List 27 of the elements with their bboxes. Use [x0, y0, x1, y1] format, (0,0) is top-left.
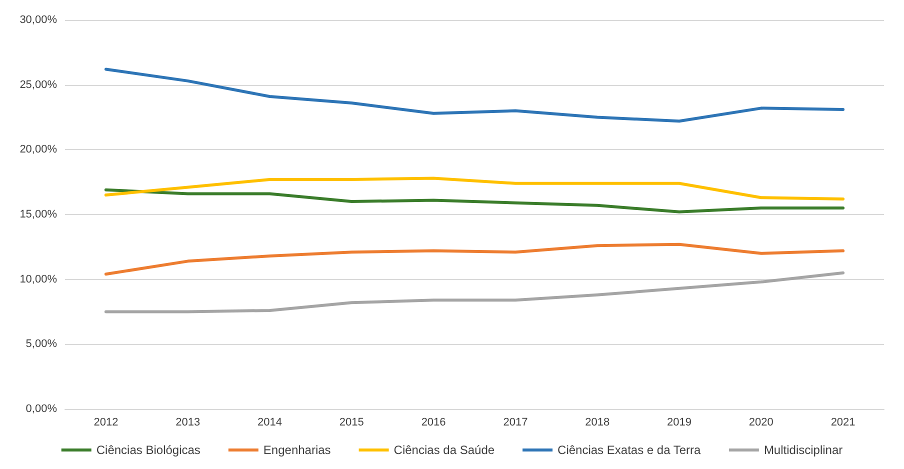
y-tick-label: 25,00% [20, 78, 58, 91]
x-tick-label: 2016 [421, 416, 446, 428]
line-series [104, 188, 845, 214]
x-tick-label: 2014 [258, 416, 282, 428]
y-tick-label: 10,00% [20, 273, 58, 286]
legend-label: Ciências Biológicas [96, 443, 200, 457]
y-tick-label: 30,00% [20, 14, 58, 26]
y-tick-label: 15,00% [20, 208, 58, 220]
line-series [104, 242, 845, 276]
line-series [104, 271, 845, 314]
line-series [104, 68, 845, 123]
x-tick-label: 2019 [667, 416, 692, 428]
x-tick-label: 2017 [503, 416, 528, 428]
x-tick-label: 2015 [339, 416, 364, 428]
legend-label: Engenharias [263, 443, 331, 457]
y-tick-label: 5,00% [26, 338, 58, 350]
legend-label: Ciências Exatas e da Terra [558, 443, 702, 457]
x-tick-label: 2013 [176, 416, 200, 428]
x-tick-label: 2012 [94, 416, 118, 428]
x-tick-label: 2018 [585, 416, 610, 428]
x-tick-label: 2020 [748, 416, 774, 428]
x-tick-label: 2021 [830, 416, 856, 428]
line-series [104, 176, 845, 200]
legend-label: Ciências da Saúde [394, 443, 495, 457]
y-tick-label: 20,00% [20, 144, 58, 156]
y-tick-label: 0,00% [26, 403, 58, 415]
legend-label: Multidisciplinar [764, 443, 843, 457]
